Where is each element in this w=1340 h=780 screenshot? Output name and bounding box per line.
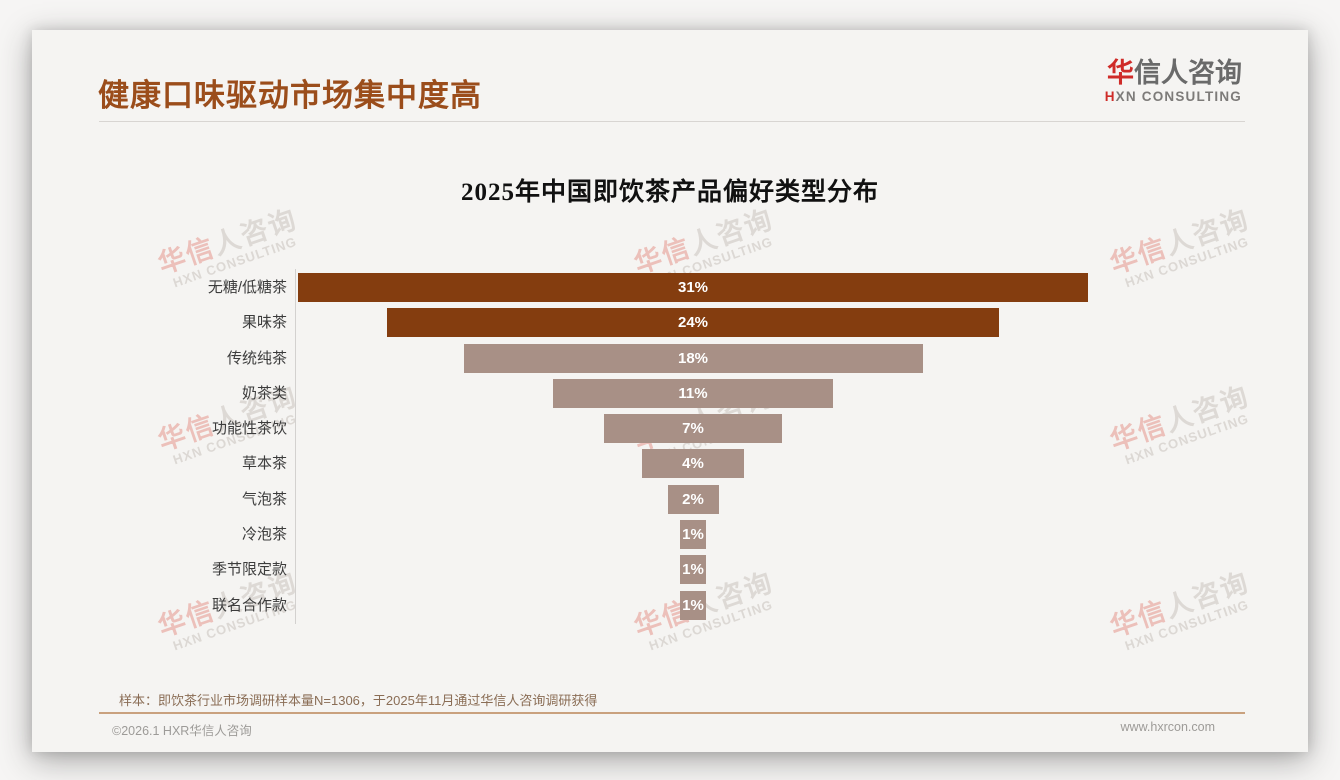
- header-divider: [99, 121, 1245, 122]
- bar-value-label: 11%: [678, 384, 708, 402]
- category-label: 奶茶类: [241, 384, 287, 402]
- category-label: 传统纯茶: [226, 349, 287, 367]
- logo-en-text: HXN CONSULTING: [1105, 89, 1242, 105]
- footer-divider: [99, 712, 1245, 714]
- slide-card: 华信人咨询 HXN CONSULTING 华信人咨询 HXN CONSULTING 华信…: [32, 30, 1308, 752]
- chart-y-axis-line: [295, 269, 296, 624]
- funnel-bar: 7%: [603, 414, 783, 444]
- funnel-chart: 无糖/低糖茶 31% 果味茶 24% 传统纯茶 18% 奶茶类 11% 功能性茶饮 7% 草本茶 4%…: [32, 270, 1308, 623]
- funnel-bar: 11%: [552, 378, 834, 408]
- bar-value-label: 4%: [682, 455, 704, 473]
- chart-row: 季节限定款 1%: [32, 552, 1308, 587]
- category-label: 季节限定款: [211, 561, 287, 579]
- logo-zh-text: 华信人咨询: [1105, 58, 1242, 89]
- logo-zh-gray-chars: 信人咨询: [1134, 58, 1242, 88]
- watermark-zh-text: 华信人咨询: [1106, 203, 1254, 280]
- funnel-bar: 18%: [463, 343, 923, 373]
- category-label: 草本茶: [241, 455, 287, 473]
- watermark-zh-text: 华信人咨询: [630, 203, 778, 280]
- bar-value-label: 2%: [682, 490, 704, 508]
- chart-row: 功能性茶饮 7%: [32, 411, 1308, 446]
- chart-row: 无糖/低糖茶 31%: [32, 270, 1308, 305]
- funnel-bar: 1%: [680, 590, 706, 620]
- logo-zh-red-char: 华: [1107, 58, 1134, 88]
- logo-en-red-char: H: [1104, 89, 1116, 105]
- bar-value-label: 1%: [682, 596, 704, 614]
- logo-en-gray-chars: XN CONSULTING: [1115, 89, 1242, 105]
- chart-row: 果味茶 24%: [32, 305, 1308, 340]
- funnel-bar: 4%: [642, 449, 744, 479]
- category-label: 果味茶: [241, 314, 287, 332]
- chart-row: 冷泡茶 1%: [32, 517, 1308, 552]
- bar-value-label: 1%: [682, 561, 704, 579]
- copyright-text: ©2026.1 HXR华信人咨询: [112, 724, 252, 738]
- funnel-bar: 1%: [680, 555, 706, 585]
- chart-row: 草本茶 4%: [32, 446, 1308, 481]
- bar-value-label: 24%: [677, 314, 709, 332]
- category-label: 功能性茶饮: [211, 420, 287, 438]
- category-label: 气泡茶: [241, 490, 287, 508]
- chart-row: 传统纯茶 18%: [32, 341, 1308, 376]
- sample-footnote: 样本：即饮茶行业市场调研样本量N=1306，于2025年11月通过华信人咨询调研…: [119, 693, 598, 708]
- category-label: 冷泡茶: [241, 526, 287, 544]
- bar-value-label: 7%: [682, 420, 704, 438]
- bar-value-label: 1%: [682, 526, 704, 544]
- bar-value-label: 18%: [677, 349, 709, 367]
- chart-title: 2025年中国即饮茶产品偏好类型分布: [460, 179, 879, 206]
- bar-value-label: 31%: [677, 279, 709, 296]
- watermark-zh-text: 华信人咨询: [154, 203, 302, 280]
- funnel-bar: 2%: [667, 484, 719, 514]
- funnel-bar: 31%: [297, 273, 1089, 302]
- funnel-bar: 1%: [680, 520, 706, 550]
- page-title: 健康口味驱动市场集中度高: [98, 78, 482, 113]
- chart-row: 气泡茶 2%: [32, 482, 1308, 517]
- funnel-bar: 24%: [387, 308, 999, 338]
- category-label: 联名合作款: [211, 596, 287, 614]
- chart-row: 奶茶类 11%: [32, 376, 1308, 411]
- chart-row: 联名合作款 1%: [32, 588, 1308, 623]
- category-label: 无糖/低糖茶: [207, 279, 287, 296]
- website-url: www.hxrcon.com: [1120, 720, 1215, 734]
- company-logo: 华信人咨询 HXN CONSULTING: [1105, 58, 1242, 105]
